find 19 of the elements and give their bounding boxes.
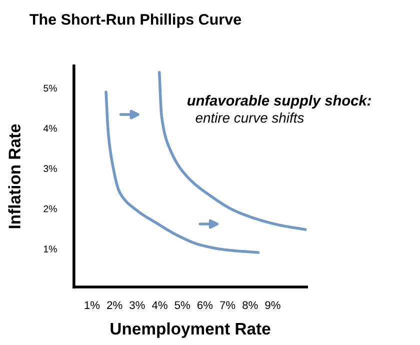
y-axis-title: Inflation Rate (8, 124, 20, 228)
x-axis-title: Unemployment Rate (110, 322, 270, 338)
annotation: entire curve shifts (196, 112, 304, 123)
x-tick-label: 9% (265, 301, 280, 310)
annotation: unfavorable supply shock: (188, 94, 371, 109)
y-tick-label: 4% (43, 124, 57, 132)
x-tick-label: 2% (107, 301, 122, 310)
x-tick-label: 3% (130, 301, 145, 310)
y-tick-label: 2% (44, 205, 57, 212)
x-tick-label: 7% (220, 301, 236, 310)
chart-title: The Short-Run Phillips Curve (30, 14, 242, 28)
x-tick-label: 4% (152, 301, 168, 310)
x-tick-label: 5% (174, 301, 190, 310)
x-tick-label: 1% (84, 301, 100, 310)
y-tick-label: 5% (44, 84, 57, 92)
y-tick-label: 1% (44, 246, 57, 252)
y-tick-label: 3% (44, 165, 57, 172)
x-tick-label: 6% (197, 301, 213, 310)
x-tick-label: 8% (242, 301, 258, 310)
